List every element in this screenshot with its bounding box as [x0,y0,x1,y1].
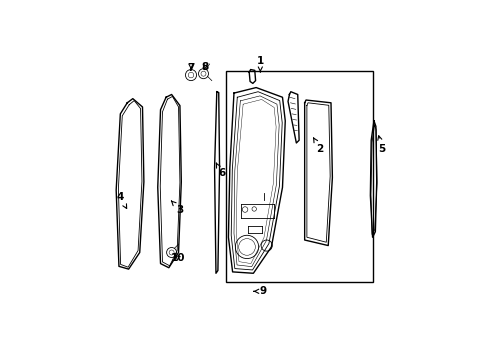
Bar [225,71,372,282]
Text: 3: 3 [171,201,183,215]
Text: 8: 8 [201,62,208,72]
Text: 2: 2 [313,138,323,153]
Text: 10: 10 [171,253,185,263]
Text: 5: 5 [377,136,385,153]
Text: 4: 4 [117,192,126,208]
Text: 7: 7 [187,63,194,73]
Text: 6: 6 [216,163,224,179]
Text: 1: 1 [256,56,264,72]
Text: 9: 9 [253,286,266,296]
